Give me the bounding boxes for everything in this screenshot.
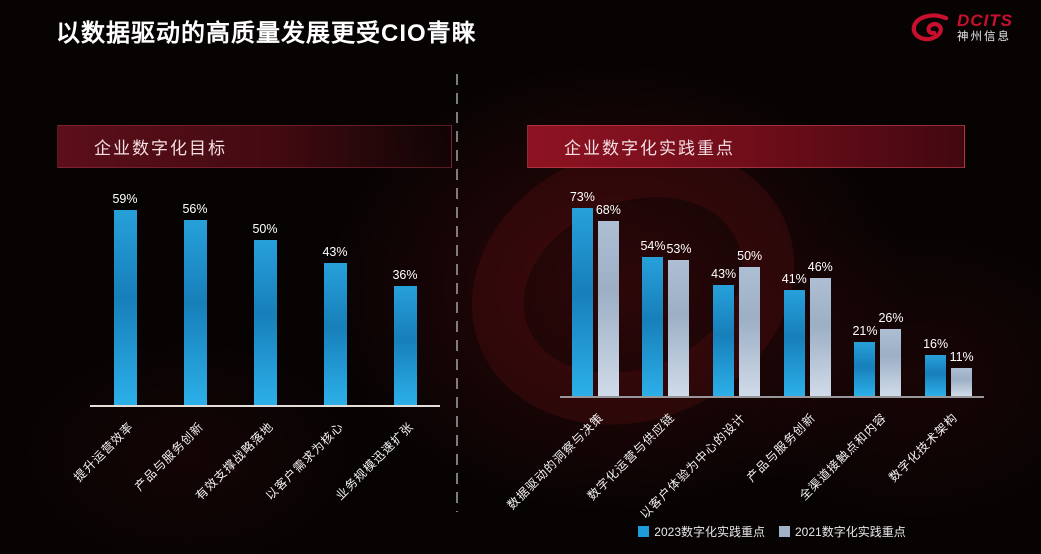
- bar-column: 68%: [595, 190, 621, 396]
- bar-group: 73% 68% 数据驱动的洞察与决策: [505, 190, 621, 512]
- bar-value-label: 43%: [322, 244, 348, 259]
- category-label: 提升运营效率: [71, 419, 137, 485]
- bar-column: 50%: [737, 190, 763, 396]
- bar-2023数字化实践重点: [854, 341, 876, 396]
- bar-value-label: 21%: [852, 323, 878, 338]
- bar-value-label: 50%: [252, 221, 278, 236]
- bar-column: 36%: [392, 190, 418, 405]
- right-chart-title: 企业数字化实践重点: [564, 139, 735, 158]
- left-chart-title: 企业数字化目标: [94, 139, 227, 158]
- legend-item: 2023数字化实践重点: [638, 523, 765, 540]
- bar-column: 54%: [640, 190, 666, 396]
- dcits-swirl-icon: [911, 13, 949, 42]
- bar-value-label: 50%: [737, 249, 763, 264]
- bar-column: 53%: [666, 190, 692, 396]
- bar-2023数字化实践重点: [783, 290, 805, 396]
- practices-chart-panel: 企业数字化实践重点 73% 68% 数据驱动的洞察与决策 54% 53% 数字化运营与供应…: [505, 125, 987, 554]
- bar-value-label: 26%: [878, 311, 904, 326]
- bar-group: 43% 以客户需求为核心: [263, 190, 348, 503]
- bar-value-label: 59%: [112, 191, 138, 206]
- bar-group: 36% 业务规模迅速扩张: [333, 190, 418, 503]
- bar-group: 16% 11% 数字化技术架构: [886, 190, 974, 485]
- bar-2023数字化实践重点: [571, 208, 593, 396]
- left-chart-header: 企业数字化目标: [57, 125, 452, 168]
- bar-value-label: 41%: [781, 272, 807, 287]
- goals-bar-chart: 59% 提升运营效率 56% 产品与服务创新 50% 有效支撑战略落地 43% 以客户需求为核…: [71, 190, 440, 503]
- bar-2021数字化实践重点: [597, 220, 619, 396]
- bar: [183, 219, 207, 405]
- bar-value-label: 53%: [666, 241, 692, 256]
- bar-group: 41% 46% 产品与服务创新: [744, 190, 833, 485]
- bar-value-label: 54%: [640, 238, 666, 253]
- category-label: 产品与服务创新: [132, 419, 207, 494]
- bar: [393, 285, 417, 405]
- page-title: 以数据驱动的高质量发展更受CIO青睐: [56, 20, 477, 47]
- bar-group: 21% 26% 全渠道接触点和内容: [797, 190, 904, 503]
- brand-logo: DCITS 神州信息: [909, 10, 1013, 46]
- bar-column: 41%: [781, 190, 807, 396]
- bar: [113, 209, 137, 405]
- bar-column: 26%: [878, 190, 904, 396]
- right-chart-header: 企业数字化实践重点: [527, 125, 965, 168]
- bar-column: 43%: [711, 190, 737, 396]
- bar-column: 50%: [252, 190, 278, 405]
- goals-chart-panel: 企业数字化目标 59% 提升运营效率 56% 产品与服务创新 50% 有效支撑战略落地 43…: [57, 125, 453, 545]
- bar-value-label: 68%: [595, 202, 621, 217]
- bar-group: 56% 产品与服务创新: [132, 190, 208, 494]
- bar-group: 50% 有效支撑战略落地: [193, 190, 278, 503]
- bar-column: 59%: [112, 190, 138, 405]
- bar-column: 56%: [182, 190, 208, 405]
- legend-label: 2023数字化实践重点: [654, 525, 765, 539]
- bar-column: 43%: [322, 190, 348, 405]
- bar-2021数字化实践重点: [668, 259, 690, 396]
- bar-group: 43% 50% 以客户体验为中心的设计: [637, 190, 763, 521]
- bar-2023数字化实践重点: [642, 256, 664, 396]
- brand-subtitle: 神州信息: [957, 31, 1011, 44]
- bar-2023数字化实践重点: [713, 285, 735, 396]
- bar: [253, 239, 277, 405]
- category-label: 数字化技术架构: [885, 410, 960, 485]
- legend-item: 2021数字化实践重点: [779, 523, 906, 540]
- bar-2021数字化实践重点: [951, 367, 973, 396]
- bar-column: 16%: [923, 190, 949, 396]
- bar-column: 11%: [949, 190, 974, 396]
- section-divider: [456, 74, 458, 512]
- category-label: 产品与服务创新: [744, 410, 819, 485]
- legend-swatch: [779, 526, 790, 537]
- bar-column: 21%: [852, 190, 878, 396]
- bar-value-label: 56%: [182, 201, 208, 216]
- bar-value-label: 46%: [807, 259, 833, 274]
- bar-column: 73%: [569, 190, 595, 396]
- bar: [323, 262, 347, 405]
- bar-column: 46%: [807, 190, 833, 396]
- bar-2023数字化实践重点: [925, 354, 947, 396]
- legend-label: 2021数字化实践重点: [795, 525, 906, 539]
- chart-legend: 2023数字化实践重点 2021数字化实践重点: [560, 523, 984, 540]
- bar-group: 54% 53% 数字化运营与供应链: [585, 190, 692, 503]
- practices-bar-chart: 73% 68% 数据驱动的洞察与决策 54% 53% 数字化运营与供应链 43% 50% 以客户…: [505, 190, 984, 521]
- bar-value-label: 36%: [392, 267, 418, 282]
- bar-value-label: 43%: [711, 267, 737, 282]
- bar-2021数字化实践重点: [739, 267, 761, 396]
- legend-swatch: [638, 526, 650, 537]
- bar-value-label: 11%: [949, 349, 974, 364]
- bar-group: 59% 提升运营效率: [71, 190, 138, 485]
- bar-value-label: 73%: [569, 190, 595, 205]
- bar-2021数字化实践重点: [809, 277, 831, 396]
- bar-2021数字化实践重点: [880, 329, 902, 396]
- bar-value-label: 16%: [923, 336, 949, 351]
- brand-name: DCITS: [957, 11, 1013, 31]
